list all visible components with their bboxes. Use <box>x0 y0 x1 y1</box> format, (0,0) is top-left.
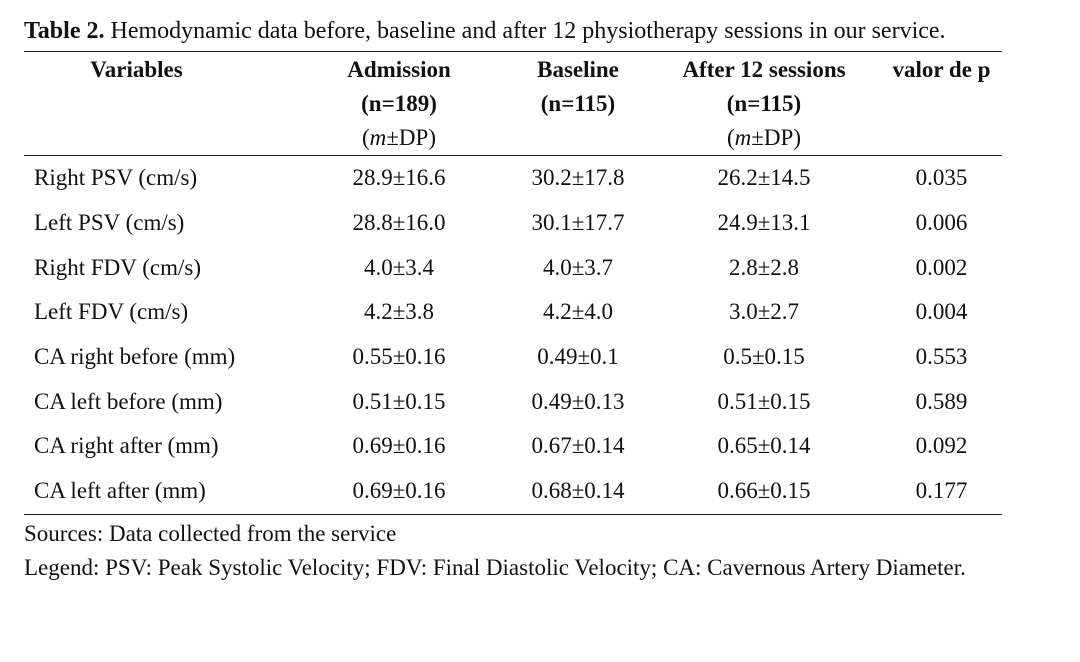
cell-variable: Left PSV (cm/s) <box>34 210 185 236</box>
cell-baseline: 30.1±17.7 <box>531 210 625 236</box>
table-row: CA left before (mm) 0.51±0.15 0.49±0.13 … <box>24 379 1002 424</box>
cell-after: 0.65±0.14 <box>717 433 811 459</box>
cell-baseline: 0.68±0.14 <box>531 478 625 504</box>
table-header: Variables Admission (n=189) (m±DP) Basel… <box>24 51 1002 156</box>
cell-variable: Right PSV (cm/s) <box>34 165 198 191</box>
header-line2: (n=115) <box>726 91 802 116</box>
header-row: Variables Admission (n=189) (m±DP) Basel… <box>24 51 1002 156</box>
caption-lead: Table 2. <box>24 18 105 44</box>
cell-p-value: 0.553 <box>915 344 968 370</box>
cell-variable: CA right after (mm) <box>34 433 219 459</box>
cell-baseline: 4.0±3.7 <box>542 254 614 280</box>
cell-p-value: 0.004 <box>915 299 968 325</box>
cell-variable: Left FDV (cm/s) <box>34 299 189 325</box>
header-sub-italic: m <box>734 125 752 150</box>
cell-after: 24.9±13.1 <box>717 210 811 236</box>
cell-p-value: 0.035 <box>915 165 968 191</box>
header-line1: Admission <box>347 57 451 82</box>
header-baseline: Baseline (n=115) <box>509 51 647 156</box>
cell-variable: CA right before (mm) <box>34 344 236 370</box>
cell-baseline: 0.67±0.14 <box>531 433 625 459</box>
header-line1: Baseline <box>537 57 619 82</box>
cell-baseline: 4.2±4.0 <box>542 299 614 325</box>
cell-after: 2.8±2.8 <box>728 254 800 280</box>
cell-p-value: 0.002 <box>915 254 968 280</box>
table-row: Right FDV (cm/s) 4.0±3.4 4.0±3.7 2.8±2.8… <box>24 245 1002 290</box>
header-sub: (m±DP) <box>647 121 881 155</box>
table-figure: Table 2. Hemodynamic data before, baseli… <box>24 14 1002 585</box>
cell-after: 3.0±2.7 <box>728 299 800 325</box>
cell-variable: CA left before (mm) <box>34 388 223 414</box>
cell-after: 0.66±0.15 <box>717 478 811 504</box>
cell-p-value: 0.177 <box>915 478 968 504</box>
cell-after: 0.5±0.15 <box>723 344 805 370</box>
header-line1: Variables <box>90 57 183 82</box>
header-p-value: valor de p <box>881 51 1002 156</box>
hemodynamic-table: Variables Admission (n=189) (m±DP) Basel… <box>24 51 1002 515</box>
legend-note: Legend: PSV: Peak Systolic Velocity; FDV… <box>24 554 966 580</box>
cell-variable: Right FDV (cm/s) <box>34 254 201 280</box>
cell-p-value: 0.092 <box>915 433 968 459</box>
table-row: Right PSV (cm/s) 28.9±16.6 30.2±17.8 26.… <box>24 156 1002 201</box>
header-admission: Admission (n=189) (m±DP) <box>289 51 509 156</box>
cell-admission: 0.69±0.16 <box>352 433 446 459</box>
table-row: Left PSV (cm/s) 28.8±16.0 30.1±17.7 24.9… <box>24 201 1002 246</box>
header-sub-italic: m <box>369 125 387 150</box>
table-body: Right PSV (cm/s) 28.9±16.6 30.2±17.8 26.… <box>24 156 1002 515</box>
header-line2: (n=189) <box>361 91 437 116</box>
cell-admission: 28.8±16.0 <box>352 210 446 236</box>
header-sub-prefix: ( <box>727 125 735 150</box>
header-line1: After 12 sessions <box>682 57 846 82</box>
cell-baseline: 0.49±0.1 <box>537 344 619 370</box>
cell-admission: 0.69±0.16 <box>352 478 446 504</box>
cell-after: 26.2±14.5 <box>717 165 811 191</box>
cell-admission: 0.55±0.16 <box>352 344 446 370</box>
header-line1: valor de p <box>892 57 991 82</box>
cell-baseline: 30.2±17.8 <box>531 165 625 191</box>
caption-text: Hemodynamic data before, baseline and af… <box>110 18 946 44</box>
header-variables: Variables <box>24 51 289 156</box>
cell-p-value: 0.006 <box>915 210 968 236</box>
header-after-sessions: After 12 sessions (n=115) (m±DP) <box>647 51 881 156</box>
header-sub-prefix: ( <box>362 125 370 150</box>
table-caption: Table 2. Hemodynamic data before, baseli… <box>24 14 1002 48</box>
table-row: Left FDV (cm/s) 4.2±3.8 4.2±4.0 3.0±2.7 … <box>24 290 1002 335</box>
cell-admission: 4.0±3.4 <box>363 254 435 280</box>
cell-variable: CA left after (mm) <box>34 478 206 504</box>
cell-admission: 4.2±3.8 <box>363 299 435 325</box>
table-row: CA right before (mm) 0.55±0.16 0.49±0.1 … <box>24 335 1002 380</box>
header-line2: (n=115) <box>540 91 616 116</box>
cell-after: 0.51±0.15 <box>717 388 811 414</box>
cell-admission: 28.9±16.6 <box>352 165 446 191</box>
table-notes: Sources: Data collected from the service… <box>24 517 1002 585</box>
header-sub-suffix: ±DP) <box>751 125 801 150</box>
table-row: CA right after (mm) 0.69±0.16 0.67±0.14 … <box>24 424 1002 469</box>
header-sub-suffix: ±DP) <box>386 125 436 150</box>
table-row: CA left after (mm) 0.69±0.16 0.68±0.14 0… <box>24 469 1002 514</box>
header-sub: (m±DP) <box>289 121 509 155</box>
cell-admission: 0.51±0.15 <box>352 388 446 414</box>
cell-baseline: 0.49±0.13 <box>531 388 625 414</box>
cell-p-value: 0.589 <box>915 388 968 414</box>
sources-note: Sources: Data collected from the service <box>24 520 397 546</box>
